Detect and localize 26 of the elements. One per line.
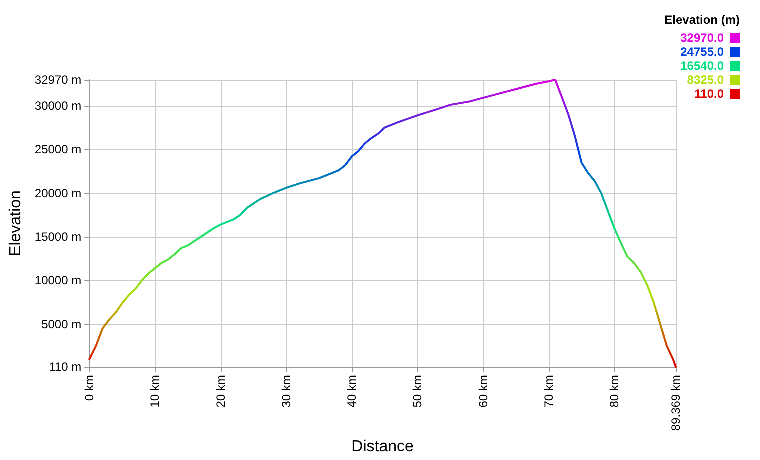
color-bar-label: 24755.0	[680, 45, 724, 59]
y-tick-label: 32970 m	[34, 73, 82, 87]
x-tick-label: 10 km	[148, 375, 162, 408]
color-bar-label: 110.0	[694, 87, 724, 101]
color-bar-label: 32970.0	[680, 31, 724, 45]
y-tick-label: 5000 m	[42, 317, 82, 332]
x-tick-label: 20 km	[214, 375, 228, 408]
y-tick-label: 25000 m	[34, 142, 82, 157]
y-tick-label: 10000 m	[34, 274, 82, 288]
x-tick-label: 50 km	[410, 375, 425, 408]
y-tick-label: 15000 m	[34, 230, 82, 244]
x-tick-label: 80 km	[608, 375, 622, 408]
x-tick-label: 40 km	[345, 375, 360, 408]
color-bar-label: 16540.0	[680, 59, 724, 73]
x-tick-label: 0 km	[82, 375, 97, 402]
x-tick-label: 60 km	[476, 375, 490, 408]
y-tick-label: 20000 m	[34, 186, 82, 200]
x-tick-label: 70 km	[542, 375, 556, 408]
y-tick-label: 30000 m	[34, 98, 82, 113]
x-tick-label: 89.369 km	[669, 375, 683, 432]
x-tick-label: 30 km	[279, 375, 294, 408]
y-tick-label: 110 m	[49, 360, 82, 374]
color-bar-title: Elevation (m)	[664, 13, 740, 27]
y-axis-title: Elevation	[8, 190, 24, 256]
color-bar-label: 8325.0	[687, 73, 724, 87]
x-axis-title: Distance	[352, 438, 414, 456]
